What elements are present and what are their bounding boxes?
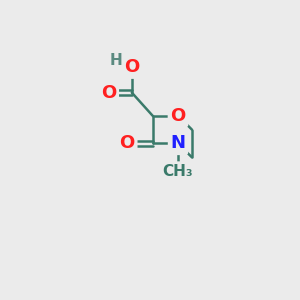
Text: O: O: [124, 58, 140, 76]
Text: O: O: [170, 107, 186, 125]
Text: O: O: [101, 84, 116, 102]
Text: N: N: [170, 134, 185, 152]
Text: O: O: [120, 134, 135, 152]
Text: H: H: [109, 53, 122, 68]
Text: CH₃: CH₃: [163, 164, 193, 178]
